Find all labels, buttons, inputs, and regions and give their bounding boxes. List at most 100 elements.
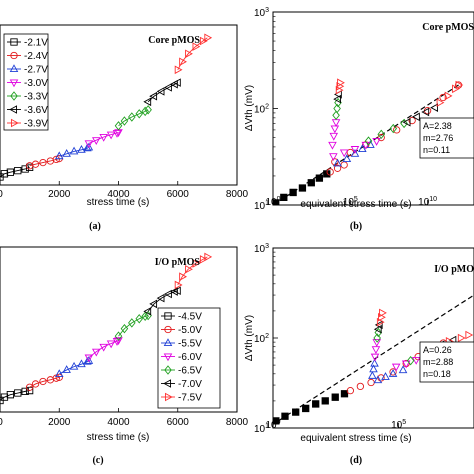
panel-b-point-27v — [333, 158, 342, 167]
panel-d-point-55v — [373, 375, 383, 384]
panel-b-point-21v — [323, 170, 331, 178]
panel-a-point-27v — [69, 146, 79, 155]
panel-b: 1011021031001051010 Core pMOS ΔVth (mV) … — [244, 7, 474, 232]
panel-a-point-36v — [149, 91, 158, 101]
panel-a-point-39v — [174, 65, 183, 75]
panel-a-series-line-27v — [59, 147, 90, 157]
panel-c-point-45v — [25, 386, 34, 395]
panel-b-label: (b) — [350, 221, 362, 232]
panel-a-x-tick-label: 4000 — [107, 189, 130, 200]
panel-a-point-30v — [112, 129, 122, 138]
panel-c-point-50v — [39, 377, 47, 386]
panel-c-legend-frame — [157, 307, 221, 409]
panel-a-legend-label-39v: -3.9V — [24, 119, 48, 130]
panel-a-legend-label-24v: -2.4V — [24, 51, 48, 62]
panel-d-fit-box: A=0.26 m=2.88 n=0.18 — [419, 341, 474, 383]
panel-c-point-75v — [174, 280, 183, 290]
panel-d-point-45v — [321, 397, 329, 405]
panel-b-point-33vbranch — [333, 103, 341, 114]
panel-b-point-30v — [372, 138, 381, 146]
panel-a-series-line-39v — [177, 37, 208, 71]
panel-a-series-line-21v — [0, 166, 30, 178]
panel-b-plot-area — [273, 78, 464, 205]
panel-c-plot-area — [0, 252, 213, 405]
panel-b-point-30v — [339, 149, 349, 158]
panel-b-axes: 1011021031001051010 — [254, 7, 437, 212]
panel-d-point-50v — [346, 387, 355, 395]
panel-c-xlabel: stress time (s) — [87, 432, 150, 443]
panel-a-point-33v — [144, 105, 152, 115]
panel-c-point-55v — [77, 359, 86, 368]
panel-c-legend-marker-45v — [164, 312, 172, 320]
panel-d-point-45v — [302, 404, 310, 413]
panel-c-series-line-75v — [177, 256, 208, 286]
panel-d-point-60vbranch — [372, 339, 382, 347]
panel-a-legend-label-33v: -3.3V — [24, 92, 48, 103]
panel-d-point-45v — [331, 393, 339, 401]
panel-a-point-27v — [54, 151, 64, 160]
panel-b-fit-m: m=2.76 — [423, 133, 453, 143]
panel-d-title: I/O pMO — [434, 264, 474, 275]
panel-c-legend-marker-55v — [163, 338, 173, 347]
panel-b-point-21v — [315, 174, 324, 182]
panel-c-point-75v — [199, 255, 208, 264]
panel-d-point-55v — [388, 369, 398, 377]
panel-a-point-39v — [192, 42, 201, 51]
panel-b-point-36vbranch — [333, 94, 342, 104]
panel-a-legend-marker-39v — [10, 118, 19, 128]
panel-b-title: Core pMOS — [422, 22, 474, 33]
panel-c-x-tick-label: 2000 — [48, 417, 71, 428]
panel-b-y-tick-label: 102 — [254, 104, 269, 116]
panel-d-point-60vbranch — [370, 353, 380, 362]
panel-a-plot-area — [0, 33, 213, 181]
panel-d-point-60v — [401, 360, 411, 369]
panel-d-axes: 101102103100105 — [254, 243, 406, 435]
panel-a-legend: -2.1V -2.4V -2.7V -3.0V -3.3V -3.6V -3.9V — [3, 33, 49, 131]
panel-a-point-39v — [199, 36, 208, 46]
panel-b-point-24vbranch — [326, 168, 334, 176]
panel-a-point-21v — [25, 163, 34, 172]
panel-d-point-75v — [465, 330, 474, 340]
panel-d-point-55vbranch — [370, 358, 379, 367]
panel-a-legend-marker-21v — [10, 38, 18, 46]
panel-d-y-tick-label: 103 — [254, 243, 269, 255]
panel-a-legend-marker-33v — [10, 91, 18, 101]
panel-c-point-70v — [156, 293, 165, 303]
panel-c-point-60v — [99, 343, 108, 352]
panel-d-point-60vbranch — [371, 346, 381, 355]
panel-c-legend-label-65v: -6.5V — [178, 366, 202, 377]
panel-b-fit-n: n=0.11 — [423, 145, 450, 155]
panel-c-series-line-45v — [0, 390, 30, 401]
panel-c-point-70v — [143, 307, 152, 316]
panel-a-point-30v — [106, 131, 116, 140]
panel-d-point-55vbranch — [369, 364, 378, 373]
panel-d-point-70vbranch — [374, 320, 383, 330]
panel-a-point-21v — [14, 166, 22, 175]
panel-d-point-65vbranch — [374, 327, 383, 338]
panel-a-x-tick-label: 0 — [0, 189, 3, 200]
panel-a-point-36v — [172, 78, 181, 87]
panel-c-x-tick-label: 4000 — [107, 417, 130, 428]
panel-d-point-60v — [411, 356, 421, 365]
panel-b-ylabel: ΔVth (mV) — [244, 85, 255, 131]
panel-a-point-36v — [164, 83, 172, 92]
panel-b-point-30v — [329, 153, 338, 162]
panel-a-point-36v — [156, 87, 165, 96]
panel-c-legend: -4.5V -5.0V -5.5V -6.0V -6.5V -7.0V -7.5V — [157, 307, 221, 409]
panel-d-point-60v — [391, 363, 401, 372]
panel-a-point-39v — [179, 57, 187, 67]
panel-b-point-27v — [358, 144, 367, 153]
panel-b-point-27v — [342, 154, 352, 162]
panel-a-point-30v — [84, 140, 94, 149]
panel-a-legend-label-30v: -3.0V — [24, 78, 48, 89]
panel-b-point-24v — [408, 116, 416, 125]
panel-b-point-21v — [298, 184, 307, 192]
panel-c-legend-label-55v: -5.5V — [178, 339, 202, 350]
panel-a-point-27v — [77, 145, 86, 153]
panel-a-point-36v — [143, 97, 152, 107]
panel-c-legend-label-60v: -6.0V — [178, 352, 202, 363]
panel-a-legend-marker-24v — [10, 51, 18, 60]
panel-d-point-50v — [356, 382, 365, 391]
panel-c-point-50v — [31, 380, 40, 388]
